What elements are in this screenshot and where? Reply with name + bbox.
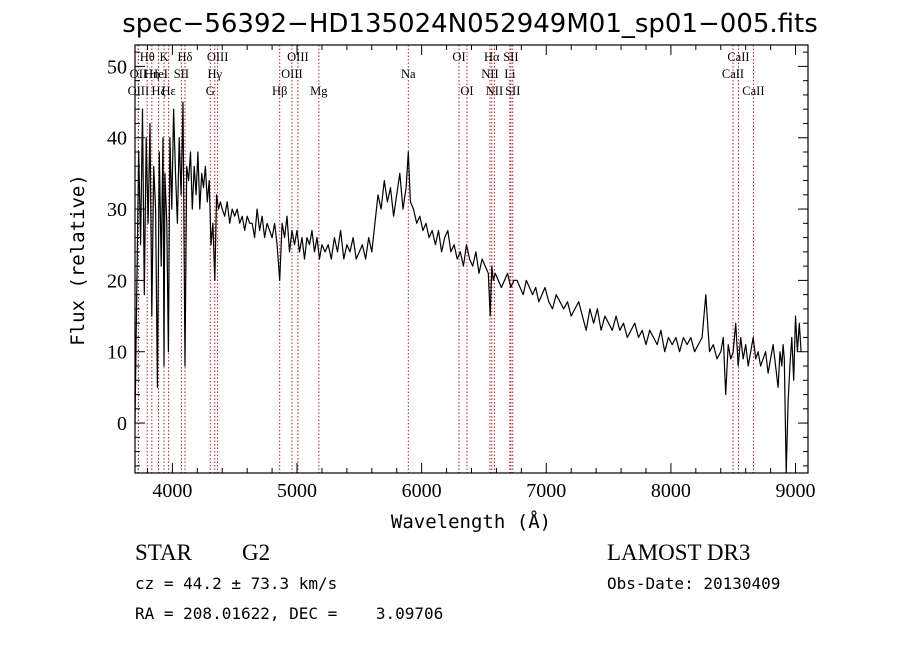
redshift-cz: cz = 44.2 ± 73.3 km/s <box>135 574 337 593</box>
y-tick-label: 0 <box>117 413 127 435</box>
line-marker-label: Hε <box>162 84 176 98</box>
x-tick-label: 6000 <box>402 480 442 502</box>
line-marker-label: SII <box>503 50 518 64</box>
line-marker-label: OIII <box>281 67 303 81</box>
line-marker-label: Hη <box>144 67 160 81</box>
line-marker-label: NII <box>481 67 498 81</box>
spectral-subclass: G2 <box>242 540 270 565</box>
line-marker-label: Hγ <box>207 67 222 81</box>
line-marker-label: OIII <box>128 84 150 98</box>
chart-title: spec−56392−HD135024N052949M01_sp01−005.f… <box>122 9 818 39</box>
line-marker-label: Hα <box>484 50 500 64</box>
line-marker-label: Na <box>401 67 416 81</box>
x-axis-ticks: 4000 5000 6000 7000 8000 9000 <box>146 45 816 502</box>
line-marker-label: CaII <box>742 84 764 98</box>
survey-name: LAMOST DR3 <box>607 540 750 565</box>
line-marker-label: Hθ <box>140 50 155 64</box>
coordinates: RA = 208.01622, DEC = 3.09706 <box>135 604 443 623</box>
y-axis-ticks: 0 10 20 30 40 50 <box>107 51 808 467</box>
x-tick-label: 4000 <box>152 480 192 502</box>
line-marker-label: Mg <box>310 84 328 98</box>
line-marker-label: CaII <box>722 67 744 81</box>
line-marker-label: Hδ <box>178 50 193 64</box>
object-type: STAR <box>135 540 193 565</box>
line-marker-label: Li <box>504 67 516 81</box>
line-marker-label: Hζ <box>151 84 165 98</box>
line-marker-label: OIII <box>207 50 229 64</box>
observation-date: Obs-Date: 20130409 <box>607 574 780 593</box>
y-tick-label: 40 <box>107 128 127 150</box>
line-marker-label: CaII <box>727 50 749 64</box>
spectrum-series <box>134 101 802 474</box>
line-marker-label: OI <box>460 84 473 98</box>
line-marker-label: NII <box>486 84 503 98</box>
x-tick-label: 7000 <box>526 480 566 502</box>
y-axis-label: Flux (relative) <box>67 174 89 346</box>
y-tick-label: 10 <box>107 342 127 364</box>
line-marker-label: OI <box>452 50 465 64</box>
line-marker-label: OIII <box>287 50 309 64</box>
x-tick-label: 8000 <box>651 480 691 502</box>
line-marker-label: G <box>206 84 215 98</box>
line-marker-label: Hβ <box>272 84 287 98</box>
spectrum-line-0 <box>134 101 802 474</box>
x-tick-label: 9000 <box>776 480 816 502</box>
y-tick-label: 30 <box>107 199 127 221</box>
line-marker-label: HeI <box>149 67 168 81</box>
y-tick-label: 20 <box>107 270 127 292</box>
x-tick-label: 5000 <box>277 480 317 502</box>
line-marker-label: SII <box>505 84 520 98</box>
spectral-line-markers <box>137 45 754 473</box>
line-marker-label: SII <box>174 67 189 81</box>
line-marker-label: K <box>160 50 169 64</box>
x-axis-label: Wavelength (Å) <box>391 510 551 533</box>
line-marker-label: OII <box>130 67 147 81</box>
y-tick-label: 50 <box>107 56 127 78</box>
